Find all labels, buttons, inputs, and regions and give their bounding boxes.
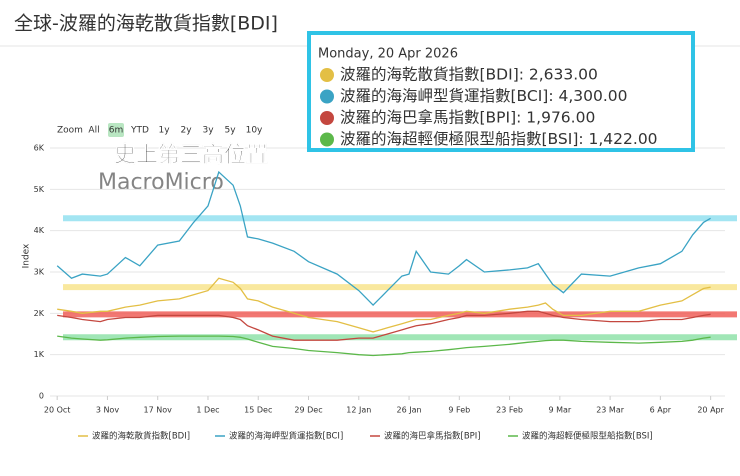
x-tick-label: 1 Dec (196, 406, 219, 415)
series-line (57, 277, 711, 333)
y-tick-label: 5K (34, 185, 45, 194)
x-tick-label: 15 Dec (244, 406, 272, 415)
legend-label: 波羅的海海岬型貨運指數[BCI] (229, 431, 343, 442)
range-button[interactable]: YTD (130, 126, 149, 136)
tooltip-entry: 波羅的海乾散貨指數[BDI]: 2,633.00 (340, 66, 598, 84)
tooltip-entry: 波羅的海超輕便極限型船指數[BSI]: 1,422.00 (340, 130, 658, 148)
x-tick-label: 6 Apr (650, 406, 672, 415)
x-tick-label: 26 Jan (397, 406, 422, 415)
x-tick-label: 12 Jan (346, 406, 371, 415)
range-button[interactable]: All (88, 126, 99, 136)
annotation: 史上第三高位置 (114, 142, 268, 168)
series-line (57, 335, 711, 357)
x-tick-label: 23 Feb (496, 406, 523, 415)
x-tick-label: 29 Dec (294, 406, 322, 415)
legend-label: 波羅的海超輕便極限型船指數[BSI] (522, 431, 653, 442)
range-button[interactable]: 3y (202, 126, 214, 136)
tooltip-marker (320, 132, 334, 147)
tooltip-marker (320, 68, 334, 82)
tooltip-box (307, 31, 695, 152)
x-tick-label: 17 Nov (144, 406, 173, 415)
tooltip-marker (320, 111, 334, 125)
x-tick-label: 3 Nov (96, 406, 120, 415)
y-tick-label: 0 (39, 392, 44, 401)
range-button[interactable]: 6m (109, 126, 124, 136)
y-tick-label: 6K (34, 144, 45, 153)
x-tick-label: 9 Mar (548, 406, 571, 415)
y-tick-label: 1K (34, 350, 45, 359)
x-tick-label: 20 Apr (697, 406, 724, 415)
tooltip-marker (320, 89, 334, 104)
x-tick-label: 9 Feb (448, 406, 470, 415)
y-tick-label: 2K (34, 309, 45, 318)
y-tick-label: 3K (34, 268, 45, 277)
tooltip-entry: 波羅的海海岬型貨運指數[BCI]: 4,300.00 (340, 87, 628, 105)
tooltip-entry: 波羅的海巴拿馬指數[BPI]: 1,976.00 (340, 108, 595, 127)
series-line (57, 310, 711, 341)
y-axis-title: Index (22, 243, 32, 268)
x-tick-label: 20 Oct (44, 406, 71, 415)
legend-label: 波羅的海巴拿馬指數[BPI] (384, 431, 481, 442)
x-tick-label: 23 Mar (596, 406, 625, 415)
watermark: MacroMicro (98, 170, 224, 195)
range-button[interactable]: 10y (246, 126, 263, 136)
series-line (56, 170, 711, 307)
range-button[interactable]: 5y (224, 126, 236, 136)
range-button[interactable]: 2y (180, 126, 192, 136)
range-button[interactable]: 1y (158, 126, 170, 136)
legend-label: 波羅的海乾散貨指數[BDI] (92, 431, 190, 442)
tooltip-date: Monday, 20 Apr 2026 (318, 47, 458, 62)
y-tick-label: 4K (34, 226, 45, 235)
range-button-bg (108, 123, 124, 137)
range-label: Zoom (57, 126, 83, 136)
chart-title: 全球-波羅的海乾散貨指數[BDI] (14, 13, 278, 35)
